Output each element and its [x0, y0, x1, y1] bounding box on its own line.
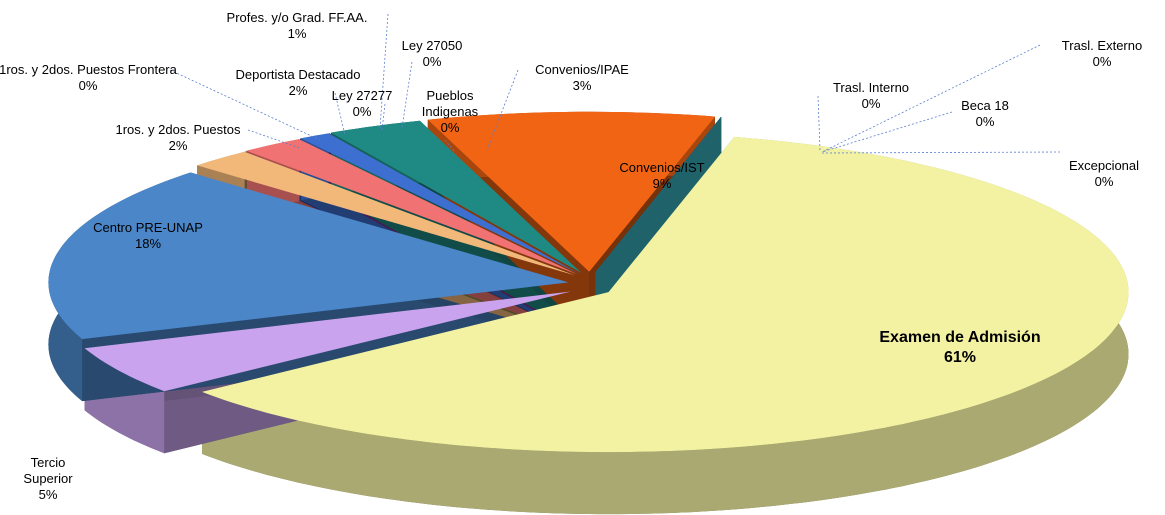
category-label: Profes. y/o Grad. FF.AA. [226, 10, 368, 25]
slice-label: Convenios/IST 9% [587, 160, 737, 192]
slice [202, 136, 1129, 453]
leader-line [444, 139, 456, 153]
category-label: Ley 27277 [331, 88, 393, 103]
value-label: 0% [1094, 174, 1114, 189]
value-label: 3% [572, 78, 592, 93]
slice-label: Tercio Superior 5% [13, 455, 83, 503]
slice-label: Trasl. Externo 0% [1042, 38, 1162, 70]
value-label: 61% [943, 349, 977, 366]
leader-line [379, 13, 389, 129]
category-label: Beca 18 [961, 98, 1009, 113]
category-label: Trasl. Externo [1061, 38, 1143, 53]
slice-label: Profes. y/o Grad. FF.AA. 1% [197, 10, 397, 42]
value-label: 0% [975, 114, 995, 129]
slice [300, 138, 579, 274]
slice-label: Ley 27277 0% [322, 88, 402, 120]
slice [246, 139, 578, 275]
value-label: 0% [422, 54, 442, 69]
slice-label: Examen de Admisión 61% [850, 328, 1070, 368]
category-label: Pueblos Indigenas [421, 88, 479, 119]
category-label: 1ros. y 2dos. Puestos [115, 122, 241, 137]
value-label: 2% [288, 83, 308, 98]
slice [595, 116, 722, 273]
slice-label: Beca 18 0% [945, 98, 1025, 130]
slice-label: Centro PRE-UNAP 18% [73, 220, 223, 252]
slice-label: Deportista Destacado 2% [218, 67, 378, 99]
category-label: Ley 27050 [401, 38, 463, 53]
leader-line [817, 95, 821, 151]
category-label: Examen de Admisión [879, 329, 1041, 346]
slice-wall [202, 136, 1129, 515]
value-label: 0% [1092, 54, 1112, 69]
value-label: 0% [78, 78, 98, 93]
value-label: 2% [168, 138, 188, 153]
slice-label: Pueblos Indigenas 0% [410, 88, 490, 136]
leader-line [247, 129, 301, 149]
slice-label: 1ros. y 2dos. Puestos 2% [93, 122, 263, 154]
category-label: Trasl. Interno [832, 80, 910, 95]
category-label: 1ros. y 2dos. Puestos Frontera [0, 62, 177, 77]
value-label: 9% [652, 176, 672, 191]
value-label: 5% [38, 487, 58, 502]
leader-line [821, 111, 953, 153]
category-label: Tercio Superior [23, 455, 73, 486]
slice-label: Ley 27050 0% [387, 38, 477, 70]
category-label: Centro PRE-UNAP [93, 220, 203, 235]
slice-label: 1ros. y 2dos. Puestos Frontera 0% [0, 62, 183, 94]
leader-line [401, 61, 413, 129]
leader-line [821, 44, 1041, 153]
leader-line [381, 103, 386, 131]
leader-line [169, 69, 321, 141]
slice [331, 120, 582, 273]
value-label: 0% [440, 120, 460, 135]
slice [300, 133, 579, 274]
slice [427, 111, 715, 272]
slice-label: Trasl. Interno 0% [811, 80, 931, 112]
slice-label: Excepcional 0% [1049, 158, 1159, 190]
slice [197, 151, 575, 276]
value-label: 0% [352, 104, 372, 119]
slice [84, 291, 571, 392]
category-label: Convenios/IPAE [535, 62, 629, 77]
value-label: 18% [134, 236, 162, 251]
category-label: Excepcional [1068, 158, 1140, 173]
slice [48, 172, 569, 340]
category-label: Deportista Destacado [235, 67, 361, 82]
slice-label: Convenios/IPAE 3% [517, 62, 647, 94]
leader-line [334, 92, 346, 136]
value-label: 1% [287, 26, 307, 41]
category-label: Convenios/IST [619, 160, 705, 175]
value-label: 0% [861, 96, 881, 111]
